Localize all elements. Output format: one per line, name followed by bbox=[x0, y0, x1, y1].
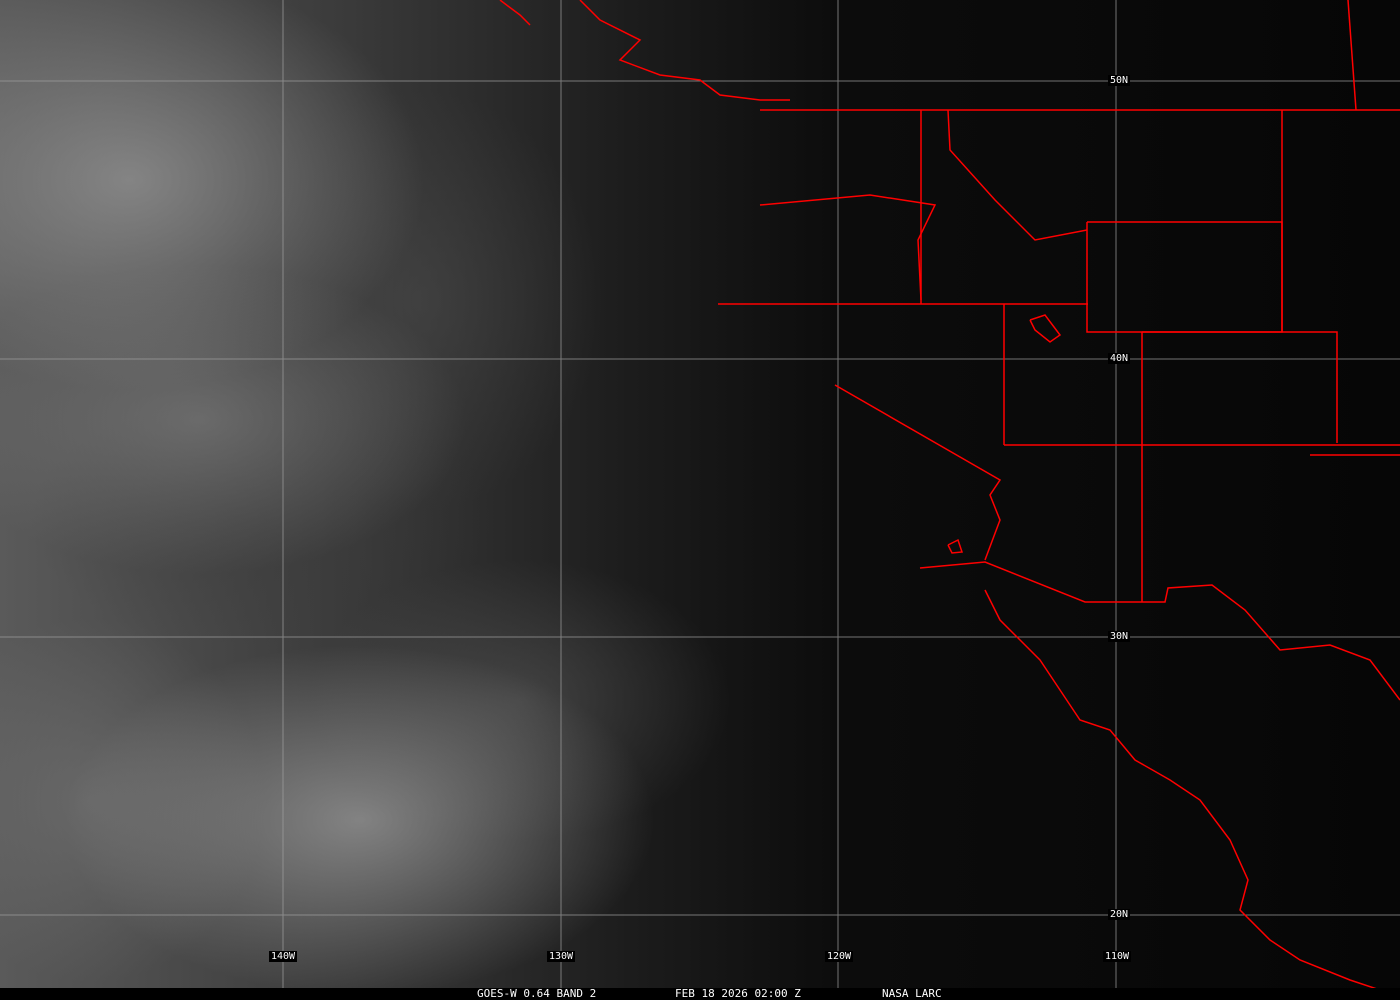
lat-label-30n: 30N bbox=[1108, 631, 1131, 642]
baja-gulf-coast bbox=[984, 589, 1377, 988]
lat-label-20n: 20N bbox=[1108, 909, 1131, 920]
datetime-label: FEB 18 2026 02:00 Z bbox=[675, 987, 801, 1000]
washington-oregon-border bbox=[759, 194, 937, 301]
great-salt-lake bbox=[1029, 314, 1062, 343]
lon-label-140w: 140W bbox=[269, 951, 298, 962]
product-label: GOES-W 0.64 BAND 2 bbox=[477, 987, 597, 1000]
pacific-coastline bbox=[499, 0, 531, 26]
us-mexico-border bbox=[919, 561, 1400, 701]
lon-label-120w: 120W bbox=[825, 951, 854, 962]
canada-province-line bbox=[1347, 0, 1357, 111]
salton-sea bbox=[947, 538, 964, 554]
lat-label-50n: 50N bbox=[1108, 75, 1131, 86]
lat-label-40n: 40N bbox=[1108, 353, 1131, 364]
california-nevada-border bbox=[834, 384, 1002, 561]
colorado bbox=[1142, 331, 1338, 443]
credit-label: NASA LARC bbox=[882, 987, 942, 1000]
lon-label-130w: 130W bbox=[547, 951, 576, 962]
lon-label-110w: 110W bbox=[1103, 951, 1132, 962]
idaho-montana-border bbox=[947, 109, 1088, 241]
boundaries bbox=[499, 0, 1400, 988]
british-columbia-coast bbox=[579, 0, 790, 101]
caption-bar: GOES-W 0.64 BAND 2 FEB 18 2026 02:00 Z N… bbox=[0, 988, 1400, 1000]
